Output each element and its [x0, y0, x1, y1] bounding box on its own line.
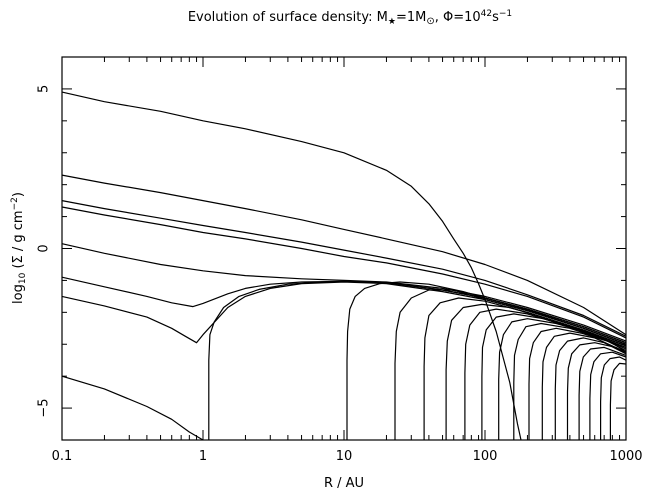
x-tick-label: 10: [336, 449, 353, 464]
ylabel-mid: (Σ / g cm: [11, 210, 26, 272]
x-tick-label: 0.1: [52, 449, 73, 464]
density-curve-17: [513, 322, 627, 440]
y-tick-label: −5: [37, 398, 52, 417]
title-mid2: , Φ=10: [435, 10, 481, 25]
density-curve-24: [599, 356, 627, 440]
density-curves: [61, 91, 627, 441]
density-curve-25: [609, 362, 627, 440]
title-exponent: 42: [481, 9, 492, 19]
density-curve-20: [554, 337, 627, 440]
title-prefix: Evolution of surface density: M: [188, 10, 388, 25]
x-tick-label: 1000: [609, 449, 642, 464]
density-curve-19: [541, 332, 627, 440]
ylabel-exponent: −2: [10, 197, 20, 210]
y-tick-label: 5: [37, 85, 52, 93]
x-axis-label: R / AU: [324, 476, 364, 491]
density-curve-5: [61, 243, 627, 342]
plot-frame: [61, 56, 627, 441]
x-tick-label: 1: [199, 449, 207, 464]
ylabel-suffix: ): [11, 192, 26, 197]
y-tick-label: 0: [37, 244, 52, 252]
density-curve-21: [566, 342, 627, 440]
chart-title: Evolution of surface density: M★=1M⊙, Φ=…: [188, 9, 512, 27]
title-sun-subscript: ⊙: [426, 16, 434, 27]
title-exponent-2: −1: [499, 9, 512, 19]
title-mid1: =1M: [396, 10, 426, 25]
density-curve-4: [61, 206, 627, 339]
density-curve-10: [346, 281, 627, 440]
density-curve-22: [578, 346, 627, 440]
density-curve-1: [61, 91, 522, 441]
density-curve-3: [61, 200, 627, 337]
density-curve-9: [208, 280, 627, 440]
density-curve-16: [498, 318, 627, 440]
density-curve-2: [61, 174, 627, 336]
x-tick-label: 100: [473, 449, 498, 464]
density-curve-23: [589, 351, 627, 440]
density-curve-18: [528, 327, 627, 440]
density-curve-11: [394, 289, 627, 440]
axis-ticks: [61, 56, 627, 441]
ylabel-prefix: log: [11, 284, 26, 304]
y-axis-label: log10 (Σ / g cm−2): [10, 192, 28, 304]
tick-labels: 0.1 1 10 100 1000 −5 0 5: [37, 85, 643, 464]
title-suffix: s: [492, 10, 499, 25]
density-curve-8: [61, 375, 204, 441]
title-star-subscript: ★: [388, 17, 396, 27]
ylabel-subscript: 10: [18, 272, 28, 284]
